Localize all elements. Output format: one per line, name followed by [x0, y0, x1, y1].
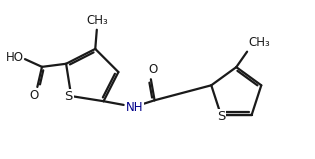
Text: O: O — [30, 89, 39, 101]
Text: CH₃: CH₃ — [86, 14, 108, 27]
Text: HO: HO — [5, 51, 23, 64]
Text: S: S — [65, 90, 73, 103]
Text: CH₃: CH₃ — [249, 36, 270, 49]
Text: S: S — [217, 110, 225, 123]
Text: NH: NH — [126, 101, 144, 114]
Text: O: O — [148, 63, 158, 76]
